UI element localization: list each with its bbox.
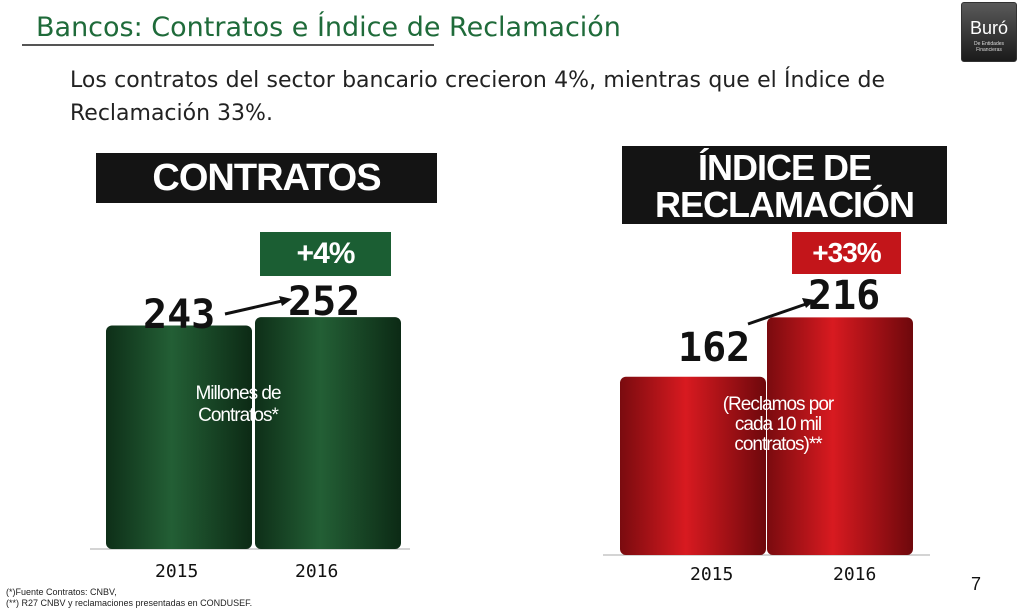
- arrow-indice: [747, 302, 807, 326]
- indice-unit-caption: (Reclamos por cada 10 mil contratos)**: [722, 394, 835, 455]
- value-label-contratos-2015: 243: [143, 292, 216, 338]
- year-label-indice-2016: 2016: [833, 564, 877, 585]
- year-label-contratos-2016: 2016: [295, 561, 339, 582]
- logo-subtext: De Entidades Financieras: [973, 41, 1005, 53]
- arrowhead-contratos: [279, 296, 292, 306]
- arrowhead-indice: [802, 298, 815, 308]
- year-label-indice-2015: 2015: [690, 564, 734, 585]
- year-label-contratos-2015: 2015: [155, 561, 199, 582]
- footnote-contratos-source: (*)Fuente Contratos: CNBV,: [6, 587, 117, 597]
- slide-title: Bancos: Contratos e Índice de Reclamació…: [36, 12, 621, 43]
- value-label-indice-2015: 162: [678, 325, 751, 371]
- bar-contratos-2015: [106, 325, 252, 549]
- growth-arrows: [224, 296, 815, 326]
- logo-text: Buró: [969, 18, 1009, 38]
- buro-logo: Buró De Entidades Financieras: [961, 2, 1017, 62]
- page-number: 7: [971, 574, 982, 594]
- footnote-reclamaciones-source: (**) R27 CNBV y reclamaciones presentada…: [6, 598, 253, 608]
- contratos-unit-caption: Millones de Contratos*: [195, 383, 281, 426]
- bar-indice-2015: [620, 376, 766, 555]
- indice-change-badge: +33%: [792, 232, 901, 274]
- contratos-change-badge: +4%: [260, 232, 391, 276]
- value-label-contratos-2016: 252: [288, 279, 361, 325]
- bar-contratos-2016: [255, 317, 401, 549]
- contratos-header: CONTRATOS: [96, 153, 437, 203]
- slide-subtitle: Los contratos del sector bancario crecie…: [70, 68, 885, 126]
- bar-indice-2016: [767, 317, 913, 555]
- title-underline: [22, 44, 434, 46]
- indice-header: ÍNDICE DE RECLAMACIÓN: [622, 146, 947, 224]
- arrow-contratos: [224, 299, 283, 316]
- value-label-indice-2016: 216: [808, 273, 881, 319]
